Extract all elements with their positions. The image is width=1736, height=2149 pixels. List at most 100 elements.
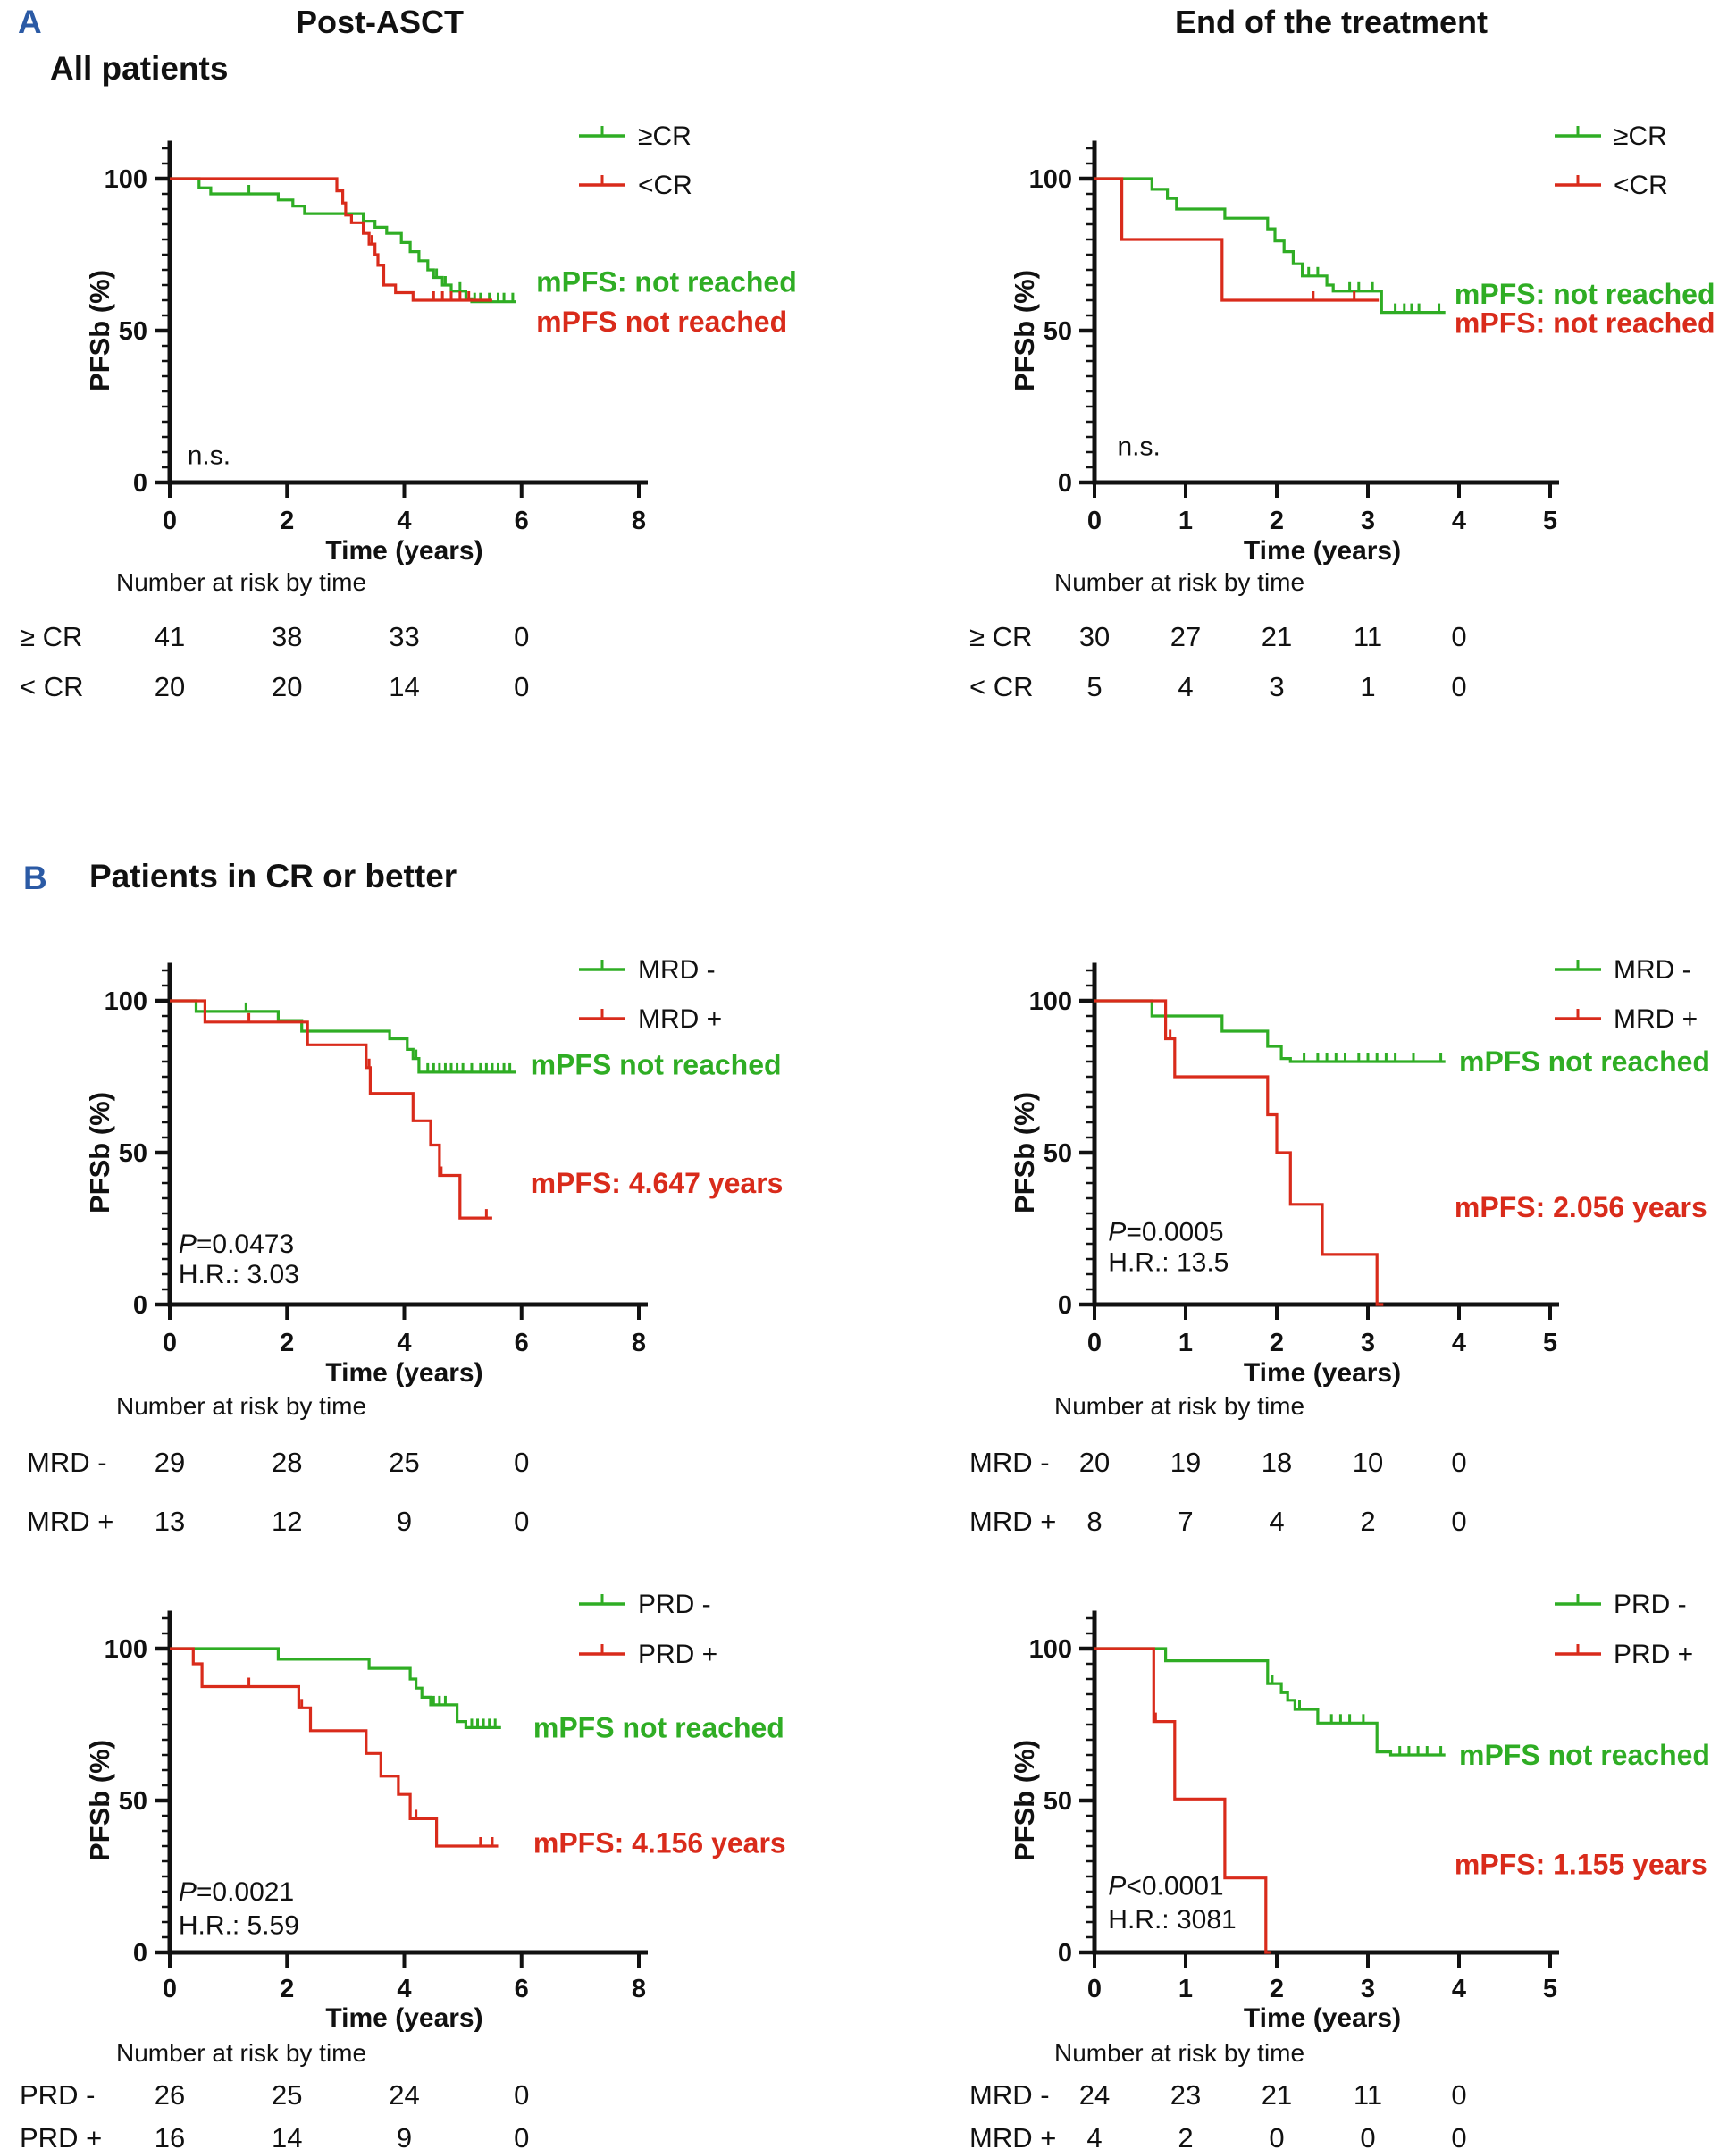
risk-table-title: Number at risk by time xyxy=(1054,2039,1304,2067)
stats-text: P=0.0473 xyxy=(179,1230,294,1259)
mpfs-annotation-red: mPFS: not reached xyxy=(1455,307,1715,340)
stats-text: P=0.0021 xyxy=(179,1877,294,1907)
risk-value: 20 xyxy=(155,671,185,702)
column-title-post-asct: Post-ASCT xyxy=(296,4,464,40)
km-chart-all-patients-post-asct: 0 50 100 0 2 4 6 8 Time (years) PFSb (%) ≥CR <CR mPF… xyxy=(20,122,797,702)
mpfs-annotation-red: mPFS not reached xyxy=(536,306,787,338)
x-tick-label: 6 xyxy=(515,507,529,535)
legend-label: <CR xyxy=(1614,171,1668,200)
risk-value: 14 xyxy=(272,2122,302,2149)
x-tick-label: 6 xyxy=(515,1329,529,1357)
x-tick-label: 3 xyxy=(1361,1975,1375,2003)
risk-value: 25 xyxy=(272,2079,302,2111)
risk-table-title: Number at risk by time xyxy=(116,2039,366,2067)
legend-label: ≥CR xyxy=(1614,122,1667,151)
survival-curve-green xyxy=(170,999,516,1074)
risk-value: 1 xyxy=(1360,671,1375,702)
risk-table-title: Number at risk by time xyxy=(1054,1392,1304,1420)
survival-curve-green xyxy=(1094,177,1446,315)
section-title-patients-in-cr-or-better: Patients in CR or better xyxy=(89,858,457,894)
risk-value: 33 xyxy=(389,621,419,652)
risk-value: 20 xyxy=(272,671,302,702)
risk-value: 23 xyxy=(1170,2079,1201,2111)
mpfs-annotation-red: mPFS: 2.056 years xyxy=(1455,1191,1707,1223)
risk-value: 16 xyxy=(155,2122,185,2149)
legend-label: PRD - xyxy=(638,1590,711,1619)
risk-value: 0 xyxy=(514,1447,529,1478)
risk-row-label: PRD + xyxy=(20,2122,102,2149)
y-axis-title: PFSb (%) xyxy=(1009,270,1040,391)
y-axis-title: PFSb (%) xyxy=(84,270,115,391)
stats-text: n.s. xyxy=(1118,432,1161,461)
stats-text: H.R.: 3081 xyxy=(1108,1905,1236,1935)
legend-label: PRD + xyxy=(1614,1640,1693,1669)
stats-text: H.R.: 3.03 xyxy=(179,1260,299,1289)
y-tick-label: 100 xyxy=(1029,987,1072,1016)
x-tick-label: 0 xyxy=(1087,1975,1102,2003)
y-tick-label: 100 xyxy=(105,165,147,194)
risk-value: 4 xyxy=(1269,1506,1284,1537)
risk-value: 2 xyxy=(1360,1506,1375,1537)
y-tick-label: 100 xyxy=(1029,1635,1072,1664)
risk-value: 25 xyxy=(389,1447,419,1478)
legend-label: MRD + xyxy=(638,1004,722,1034)
legend-label: PRD + xyxy=(638,1640,717,1669)
risk-value: 4 xyxy=(1178,671,1193,702)
risk-value: 9 xyxy=(397,1506,412,1537)
x-tick-label: 0 xyxy=(1087,507,1102,535)
survival-curve-green xyxy=(1094,999,1446,1063)
risk-value: 5 xyxy=(1086,671,1102,702)
risk-value: 0 xyxy=(514,1506,529,1537)
x-axis-title: Time (years) xyxy=(325,1358,482,1388)
y-tick-label: 100 xyxy=(105,987,147,1016)
x-tick-label: 3 xyxy=(1361,507,1375,535)
x-tick-label: 4 xyxy=(1452,1975,1466,2003)
risk-row-label: MRD + xyxy=(969,1506,1056,1537)
x-tick-label: 0 xyxy=(163,507,177,535)
risk-value: 2 xyxy=(1178,2122,1193,2149)
x-axis-title: Time (years) xyxy=(1244,1358,1401,1388)
x-tick-label: 0 xyxy=(163,1329,177,1357)
risk-value: 0 xyxy=(1451,2079,1466,2111)
risk-table-title: Number at risk by time xyxy=(116,568,366,596)
x-tick-label: 3 xyxy=(1361,1329,1375,1357)
x-tick-label: 0 xyxy=(1087,1329,1102,1357)
risk-value: 21 xyxy=(1262,2079,1292,2111)
y-axis-title: PFSb (%) xyxy=(1009,1740,1040,1861)
mpfs-annotation-green: mPFS not reached xyxy=(533,1711,784,1743)
risk-value: 24 xyxy=(389,2079,419,2111)
x-tick-label: 1 xyxy=(1178,507,1193,535)
x-tick-label: 4 xyxy=(1452,1329,1466,1357)
risk-row-label: ≥ CR xyxy=(969,621,1032,652)
risk-value: 24 xyxy=(1079,2079,1110,2111)
mpfs-annotation-red: mPFS: 1.155 years xyxy=(1455,1848,1707,1880)
mpfs-annotation-red: mPFS: 4.647 years xyxy=(531,1167,784,1199)
x-tick-label: 5 xyxy=(1543,507,1557,535)
stats-text: P=0.0005 xyxy=(1108,1218,1223,1247)
stats-text: H.R.: 5.59 xyxy=(179,1911,299,1941)
risk-value: 11 xyxy=(1354,621,1382,652)
risk-row-label: < CR xyxy=(969,671,1034,702)
survival-curve-red xyxy=(170,999,492,1220)
y-tick-label: 0 xyxy=(133,469,147,498)
risk-value: 4 xyxy=(1086,2122,1102,2149)
stats-text: P<0.0001 xyxy=(1108,1871,1223,1901)
risk-value: 13 xyxy=(155,1506,185,1537)
risk-row-label: MRD - xyxy=(27,1447,107,1478)
x-tick-label: 8 xyxy=(632,1329,646,1357)
risk-value: 8 xyxy=(1086,1506,1102,1537)
y-tick-label: 50 xyxy=(119,1139,147,1168)
y-axis-title: PFSb (%) xyxy=(84,1092,115,1213)
x-tick-label: 4 xyxy=(397,1975,411,2003)
x-tick-label: 8 xyxy=(632,1975,646,2003)
x-tick-label: 1 xyxy=(1178,1975,1193,2003)
risk-value: 20 xyxy=(1079,1447,1110,1478)
x-tick-label: 2 xyxy=(1270,1329,1284,1357)
legend-label: MRD - xyxy=(1614,955,1691,985)
risk-value: 11 xyxy=(1354,2079,1382,2111)
x-axis-title: Time (years) xyxy=(325,536,482,566)
